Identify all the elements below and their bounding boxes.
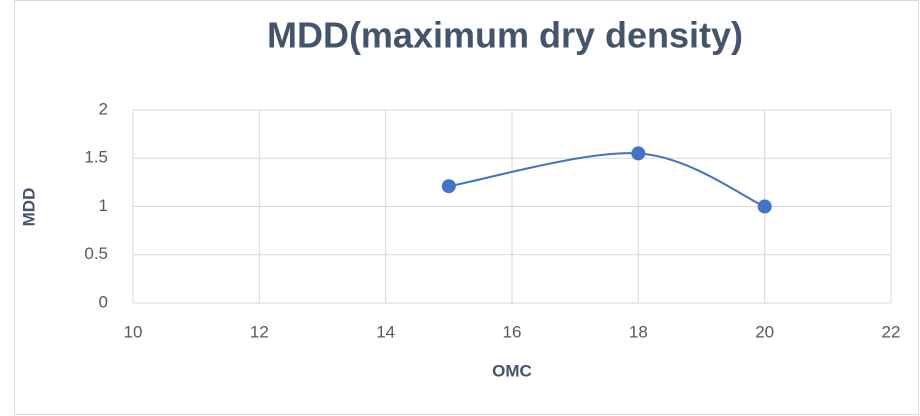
x-tick-label: 16 — [503, 322, 522, 341]
x-tick-label: 14 — [376, 322, 395, 341]
x-tick-label: 10 — [124, 322, 143, 341]
chart-title: MDD(maximum dry density) — [267, 15, 743, 56]
x-tick-label: 12 — [250, 322, 269, 341]
chart-border — [14, 0, 919, 415]
data-point — [631, 146, 646, 161]
x-axis-label: OMC — [492, 361, 532, 380]
x-tick-label: 20 — [755, 322, 774, 341]
y-tick-label: 0.5 — [84, 244, 108, 263]
x-tick-label: 18 — [629, 322, 648, 341]
x-tick-label: 22 — [882, 322, 901, 341]
y-tick-label: 1.5 — [84, 148, 108, 167]
y-tick-label: 1 — [99, 196, 108, 215]
y-tick-label: 0 — [99, 292, 108, 311]
data-point — [441, 179, 456, 194]
y-axis-label: MDD — [19, 188, 38, 227]
y-tick-label: 2 — [99, 99, 108, 118]
data-point — [757, 199, 772, 214]
